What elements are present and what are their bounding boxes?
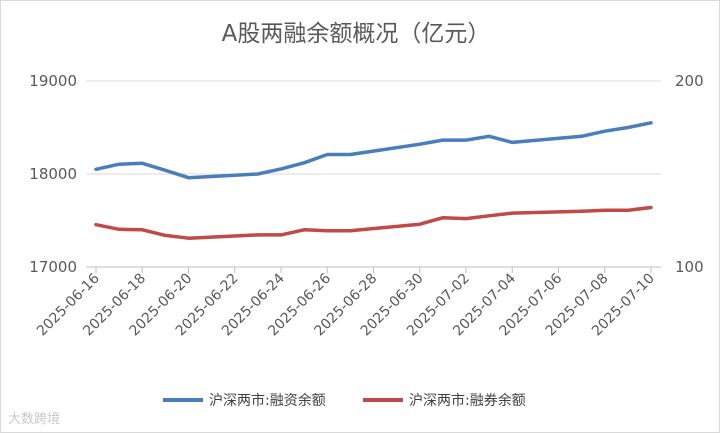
watermark: 大数跨境 xyxy=(8,412,61,427)
legend: 沪深两市:融资余额 沪深两市:融券余额 xyxy=(163,392,526,409)
x-axis: 2025-06-162025-06-182025-06-202025-06-22… xyxy=(34,267,658,339)
y-axis-right: 100 200 xyxy=(675,72,704,276)
y-axis-left: 17000 18000 19000 xyxy=(29,72,77,276)
y-right-tick-label: 200 xyxy=(675,72,704,90)
chart-title: A股两融余额概况（亿元） xyxy=(222,21,491,47)
series-line-securities-lending-balance xyxy=(94,205,653,240)
y-left-tick-label: 19000 xyxy=(29,72,77,90)
legend-label: 沪深两市:融券余额 xyxy=(409,392,526,409)
legend-label: 沪深两市:融资余额 xyxy=(209,392,326,409)
y-right-tick-label: 100 xyxy=(675,258,704,276)
y-left-tick-label: 17000 xyxy=(29,258,77,276)
y-left-tick-label: 18000 xyxy=(29,165,77,183)
series-lines xyxy=(94,121,653,240)
series-line-financing-balance xyxy=(94,121,653,180)
